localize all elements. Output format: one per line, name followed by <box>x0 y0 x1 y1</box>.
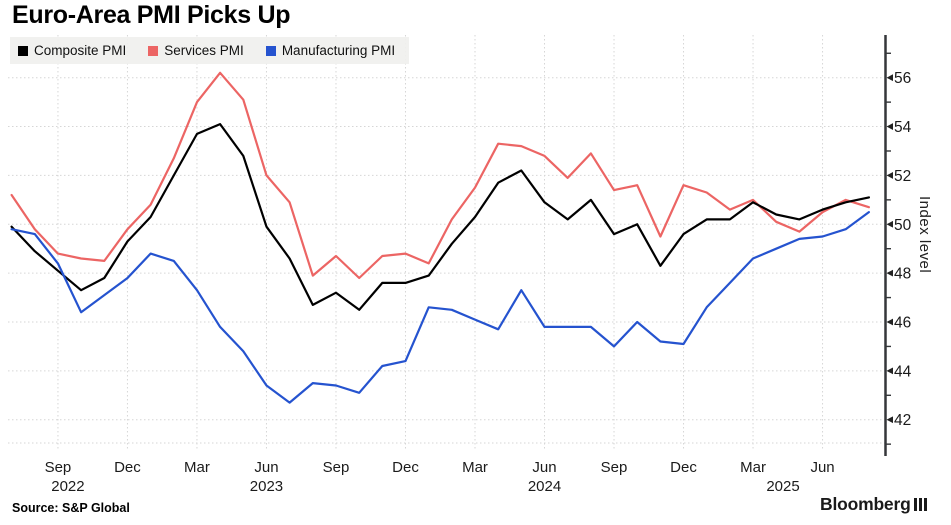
y-tick-label: 50 <box>894 217 912 234</box>
bloomberg-logo-mark-icon <box>913 498 927 511</box>
y-major-tick <box>886 269 893 277</box>
y-major-tick <box>886 318 893 326</box>
y-tick-label: 54 <box>894 119 912 136</box>
y-tick-label: 46 <box>894 315 911 332</box>
x-year-label: 2024 <box>528 478 561 495</box>
source-attribution: Source: S&P Global <box>12 501 130 515</box>
y-major-tick <box>886 74 893 82</box>
x-tick-label: Dec <box>392 459 419 476</box>
manufacturing-swatch-icon <box>265 45 276 56</box>
y-major-tick <box>886 367 893 375</box>
services-pmi-line <box>10 71 871 280</box>
y-tick-label: 42 <box>894 412 911 429</box>
y-tick-label: 48 <box>894 266 911 283</box>
y-tick-label: 44 <box>894 363 912 380</box>
x-tick-label: Jun <box>810 459 834 476</box>
legend-item-services: Services PMI <box>148 43 244 58</box>
x-year-label: 2022 <box>51 478 84 495</box>
x-tick-label: Dec <box>114 459 141 476</box>
legend-item-manufacturing: Manufacturing PMI <box>265 43 396 58</box>
x-year-label: 2025 <box>766 478 799 495</box>
x-tick-label: Jun <box>254 459 278 476</box>
x-tick-label: Mar <box>740 459 766 476</box>
x-tick-label: Sep <box>45 459 72 476</box>
x-tick-label: Dec <box>670 459 697 476</box>
y-major-tick <box>886 416 893 424</box>
y-tick-label: 56 <box>894 70 911 87</box>
legend-label-composite: Composite PMI <box>34 43 127 58</box>
services-swatch-icon <box>148 45 159 56</box>
x-tick-label: Jun <box>532 459 556 476</box>
chart-title: Euro-Area PMI Picks Up <box>12 1 291 29</box>
y-major-tick <box>886 123 893 130</box>
composite-pmi-line <box>10 122 871 311</box>
y-major-tick <box>886 220 893 228</box>
y-major-tick <box>886 172 893 179</box>
x-tick-label: Mar <box>184 459 210 476</box>
bloomberg-wordmark: Bloomberg <box>820 494 911 514</box>
legend-item-composite: Composite PMI <box>18 43 126 58</box>
y-axis-title: Index level <box>916 196 933 274</box>
x-tick-label: Sep <box>601 459 628 476</box>
legend-label-manufacturing: Manufacturing PMI <box>281 43 396 58</box>
bloomberg-logo: Bloomberg <box>820 494 927 515</box>
x-tick-label: Sep <box>323 459 350 476</box>
x-year-label: 2023 <box>250 478 283 495</box>
chart-legend: Composite PMI Services PMI Manufacturing… <box>10 37 410 64</box>
x-tick-label: Mar <box>462 459 488 476</box>
manufacturing-pmi-line <box>10 211 871 404</box>
legend-label-services: Services PMI <box>164 43 244 58</box>
composite-swatch-icon <box>18 45 28 56</box>
y-tick-label: 52 <box>894 168 911 185</box>
